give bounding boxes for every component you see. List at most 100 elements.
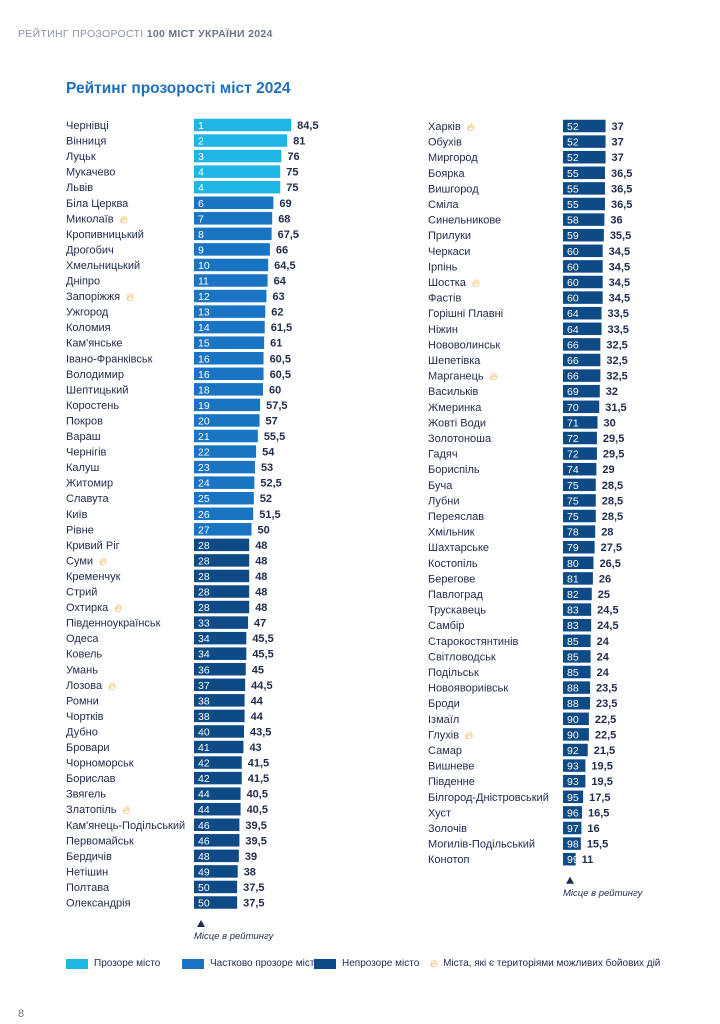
bar xyxy=(563,759,586,772)
score-label: 24 xyxy=(597,651,610,663)
city-label: Житомир xyxy=(66,478,113,490)
score-label: 37,5 xyxy=(243,898,264,910)
score-label: 45,5 xyxy=(252,649,273,661)
bar xyxy=(563,821,582,835)
rank-label: 10 xyxy=(198,260,210,272)
city-label: Нововолинськ xyxy=(428,339,500,351)
score-label: 75 xyxy=(286,167,298,179)
score-label: 84,5 xyxy=(297,120,318,132)
rank-label: 27 xyxy=(198,524,210,536)
score-label: 28,5 xyxy=(602,495,623,507)
city-label: Хуст xyxy=(428,807,451,819)
city-label: Золотоноша xyxy=(428,433,492,445)
city-label: Кривий Ріг xyxy=(66,540,120,552)
score-label: 40,5 xyxy=(247,804,268,816)
rank-label: 83 xyxy=(567,605,579,617)
rank-label: 66 xyxy=(567,371,579,383)
score-label: 32,5 xyxy=(606,339,627,351)
city-label: Суми xyxy=(66,555,93,567)
bar xyxy=(194,678,246,692)
bar xyxy=(563,416,598,429)
document-header: РЕЙТИНГ ПРОЗОРОСТІ 100 МІСТ УКРАЇНИ 2024 xyxy=(18,28,273,40)
city-label: Ірпінь xyxy=(428,261,458,273)
city-label: Златопіль xyxy=(66,804,117,816)
city-label: Харків xyxy=(428,121,461,133)
bar xyxy=(194,725,245,738)
bar xyxy=(563,228,604,242)
rank-label: 46 xyxy=(198,820,210,832)
bar xyxy=(563,260,603,273)
bar xyxy=(563,275,603,289)
legend-item-partial: Частково прозоре місто xyxy=(182,958,320,969)
score-label: 75 xyxy=(286,182,298,194)
score-label: 53 xyxy=(261,462,273,474)
bar xyxy=(563,806,582,819)
score-label: 43,5 xyxy=(250,726,271,738)
score-label: 28 xyxy=(601,527,613,539)
city-label: Переяслав xyxy=(428,511,484,523)
score-label: 32,5 xyxy=(606,355,627,367)
score-label: 69 xyxy=(279,198,291,210)
rank-label: 75 xyxy=(567,480,579,492)
score-label: 51,5 xyxy=(259,509,280,521)
bar xyxy=(563,494,596,507)
rank-label: 92 xyxy=(567,745,579,757)
score-label: 41,5 xyxy=(248,758,269,770)
city-label: Одеса xyxy=(66,633,99,645)
rank-label: 60 xyxy=(567,261,579,273)
score-label: 44 xyxy=(251,711,264,723)
bar xyxy=(194,507,254,520)
score-label: 24 xyxy=(597,636,610,648)
score-label: 52 xyxy=(260,493,272,505)
header-bold: 100 МІСТ УКРАЇНИ 2024 xyxy=(146,28,273,40)
bar xyxy=(563,556,594,570)
score-label: 64,5 xyxy=(274,260,295,272)
score-label: 24,5 xyxy=(597,620,618,632)
rank-label: 4 xyxy=(198,167,204,179)
bar xyxy=(194,460,255,474)
city-label: Стрий xyxy=(66,587,97,599)
bar xyxy=(194,289,267,303)
legend-item-opaque: Непрозоре місто xyxy=(314,958,419,969)
city-label: Гадяч xyxy=(428,449,458,461)
city-label: Дубно xyxy=(66,726,98,738)
rank-label: 80 xyxy=(567,558,579,570)
score-label: 48 xyxy=(255,540,267,552)
bar xyxy=(563,400,600,414)
city-label: Світловодськ xyxy=(428,651,496,663)
city-label: Умань xyxy=(66,664,98,676)
rank-label: 95 xyxy=(567,792,579,804)
score-label: 30 xyxy=(604,417,616,429)
rank-label: 52 xyxy=(567,152,579,164)
score-label: 40,5 xyxy=(247,789,268,801)
city-label: Коломия xyxy=(66,322,111,334)
bar xyxy=(194,849,239,863)
bar xyxy=(563,681,591,694)
bar xyxy=(194,212,273,225)
city-label: Самбір xyxy=(428,620,465,632)
rank-label: 4 xyxy=(198,182,204,194)
score-label: 62 xyxy=(271,307,283,319)
rank-label: 38 xyxy=(198,695,210,707)
rank-label: 64 xyxy=(567,308,579,320)
rank-label: 74 xyxy=(567,464,579,476)
rank-label: 16 xyxy=(198,369,210,381)
score-label: 22,5 xyxy=(595,729,616,741)
city-label: Ковель xyxy=(66,649,102,661)
bar xyxy=(194,491,254,505)
rank-label: 33 xyxy=(198,618,210,630)
bar xyxy=(563,650,591,663)
city-label: Чернігів xyxy=(66,447,107,459)
bar xyxy=(194,523,252,536)
city-label: Броди xyxy=(428,698,460,710)
score-label: 21,5 xyxy=(594,745,615,757)
city-label: Борислав xyxy=(66,773,116,785)
triangle-up-icon xyxy=(197,920,205,928)
bar xyxy=(194,243,270,256)
rank-label: 41 xyxy=(198,742,210,754)
bar xyxy=(563,587,592,601)
legend-label-opaque: Непрозоре місто xyxy=(342,958,420,969)
city-label: Кам'янець-Подільський xyxy=(66,820,185,832)
city-label: Ніжин xyxy=(428,324,458,336)
score-label: 19,5 xyxy=(591,776,612,788)
